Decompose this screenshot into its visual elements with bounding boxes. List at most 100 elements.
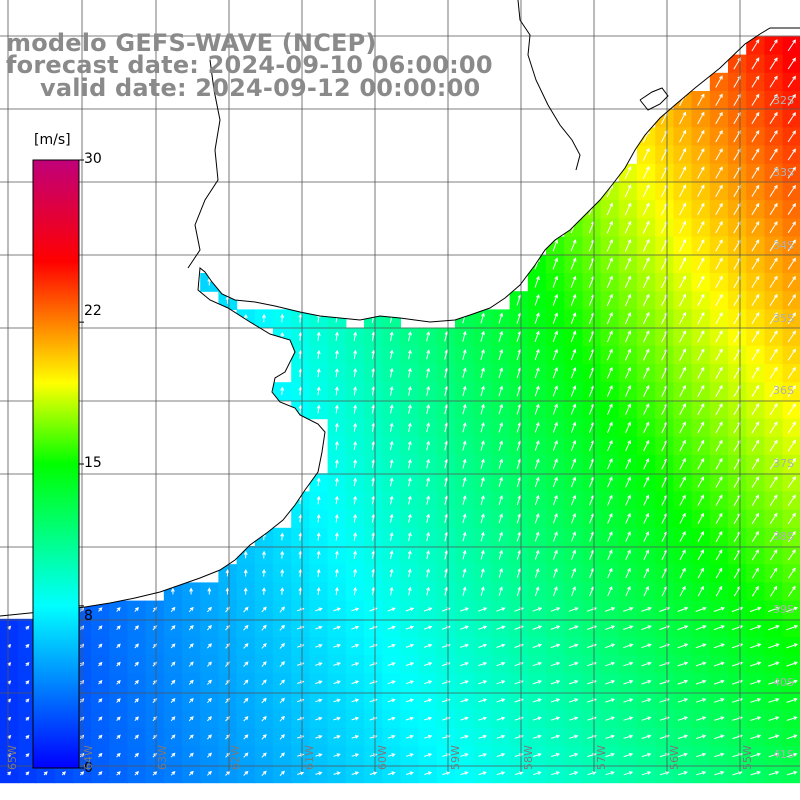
wind-arrow: [478, 680, 487, 685]
wind-arrow: [751, 330, 760, 343]
wind-arrow-head: [755, 384, 760, 390]
wind-arrow-head: [389, 385, 394, 391]
wind-arrow: [697, 403, 705, 416]
wind-arrow-head: [792, 257, 796, 262]
wind-arrow-head: [480, 586, 485, 591]
wind-arrow: [787, 531, 796, 543]
wind-arrow: [335, 551, 338, 559]
wind-arrow-head: [683, 734, 688, 739]
wind-arrow-head: [153, 770, 158, 775]
wind-arrow-head: [627, 494, 631, 499]
wind-arrow: [604, 607, 615, 612]
wind-arrow-head: [464, 753, 469, 757]
wind-arrow-head: [719, 221, 723, 226]
wind-arrow-head: [700, 202, 705, 207]
wind-arrow-head: [336, 643, 341, 648]
wind-arrow: [624, 184, 632, 198]
wind-arrow-head: [261, 587, 266, 592]
wind-arrow-head: [336, 680, 341, 685]
wind-arrow: [731, 643, 743, 649]
colorbar-ramp: [32, 159, 80, 769]
wind-arrow-head: [792, 148, 796, 153]
wind-arrow-head: [501, 643, 506, 648]
wind-arrow-head: [426, 422, 431, 427]
lon-label: 55W: [741, 745, 754, 770]
wind-arrow-head: [773, 39, 778, 44]
wind-arrow: [317, 478, 320, 487]
wind-arrow: [679, 586, 686, 597]
wind-arrow: [623, 753, 633, 758]
wind-arrow: [768, 735, 779, 740]
wind-arrow-head: [755, 567, 759, 572]
wind-arrow-head: [280, 331, 285, 337]
wind-arrow-head: [389, 458, 394, 464]
wind-arrow: [751, 531, 759, 543]
wind-arrow: [570, 459, 576, 470]
wind-arrow-head: [355, 680, 360, 685]
wind-arrow-head: [627, 458, 631, 463]
wind-arrow-head: [572, 567, 576, 573]
wind-arrow: [588, 385, 595, 397]
wind-arrow-head: [628, 752, 634, 757]
wind-arrow: [769, 130, 778, 143]
wind-arrow: [786, 753, 797, 758]
wind-arrow-head: [98, 643, 103, 648]
wind-arrow: [444, 569, 448, 578]
wind-arrow-head: [682, 257, 687, 262]
wind-arrow: [642, 294, 650, 307]
wind-arrow: [333, 717, 341, 721]
wind-arrow-head: [501, 680, 506, 684]
wind-arrow-head: [409, 753, 414, 757]
wind-arrow: [387, 662, 395, 666]
wind-arrow-head: [574, 716, 579, 721]
wind-arrow: [786, 698, 797, 703]
wind-arrow: [353, 460, 356, 469]
wind-arrow-head: [426, 513, 430, 518]
wind-arrow: [589, 477, 594, 488]
wind-arrow: [623, 698, 633, 703]
wind-arrow: [751, 94, 760, 106]
wind-arrow-head: [426, 331, 431, 336]
wind-arrow: [588, 221, 595, 234]
wind-arrow: [697, 166, 705, 179]
wind-arrow-head: [702, 698, 707, 702]
wind-arrow-head: [537, 698, 542, 703]
wind-arrow: [715, 312, 723, 325]
wind-arrow: [570, 294, 576, 306]
wind-arrow: [715, 203, 723, 216]
wind-arrow-head: [316, 495, 321, 500]
wind-arrow-head: [773, 312, 778, 317]
wind-arrow: [315, 608, 322, 612]
wind-arrow: [480, 587, 484, 596]
wind-arrow-head: [336, 662, 341, 666]
wind-arrow-head: [426, 458, 430, 464]
wind-arrow: [677, 753, 688, 758]
wind-arrow: [605, 625, 615, 630]
wind-arrow-head: [719, 130, 723, 135]
wind-arrow-head: [700, 220, 705, 225]
wind-arrow: [589, 459, 594, 470]
wind-arrow-head: [171, 606, 176, 611]
wind-arrow-head: [774, 770, 780, 775]
wind-arrow: [550, 625, 560, 630]
wind-arrow: [679, 568, 686, 579]
wind-arrow-head: [700, 257, 705, 262]
wind-arrow: [532, 717, 542, 721]
wind-arrow: [733, 276, 741, 288]
wind-arrow-head: [645, 476, 650, 481]
wind-arrow: [371, 587, 375, 596]
wind-arrow: [769, 276, 778, 288]
wind-arrow-head: [556, 625, 561, 630]
wind-arrow-head: [244, 752, 249, 757]
wind-arrow: [643, 403, 650, 416]
wind-arrow: [661, 495, 668, 506]
wind-arrow: [659, 607, 670, 612]
wind-arrow: [480, 368, 485, 379]
wind-arrow-head: [280, 532, 285, 537]
wind-arrow: [390, 459, 393, 469]
wind-arrow: [714, 716, 724, 721]
wind-arrow-head: [793, 661, 798, 666]
wind-arrow: [697, 239, 705, 252]
wind-arrow-head: [700, 239, 705, 244]
lon-label: 60W: [376, 745, 389, 770]
